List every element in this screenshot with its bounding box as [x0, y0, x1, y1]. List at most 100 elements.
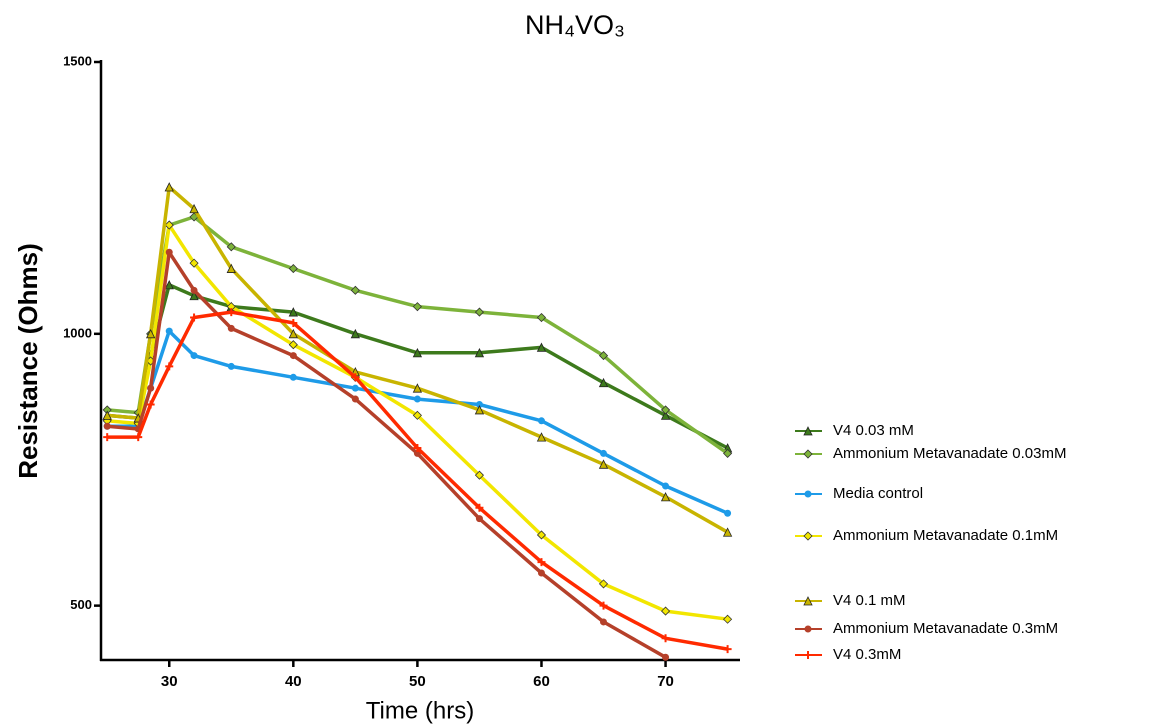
marker: [536, 432, 547, 442]
marker: [289, 373, 297, 381]
marker: [189, 203, 199, 214]
marker: [288, 328, 298, 339]
marker: [474, 307, 485, 317]
y-tick-label: 1500: [63, 53, 92, 68]
marker: [351, 395, 359, 403]
legend-label: V4 0.3mM: [833, 646, 901, 663]
marker: [722, 527, 733, 537]
marker: [164, 220, 174, 230]
marker: [134, 433, 143, 442]
series-line: [107, 310, 728, 651]
marker: [662, 653, 670, 661]
marker: [351, 384, 359, 392]
marker: [536, 342, 547, 352]
legend-marker: [804, 625, 812, 633]
marker: [723, 448, 733, 458]
marker: [537, 417, 545, 425]
marker: [598, 579, 609, 589]
marker: [350, 285, 360, 295]
marker: [537, 558, 546, 567]
marker: [474, 347, 485, 358]
marker: [165, 362, 174, 371]
legend-marker: [803, 449, 813, 459]
marker: [660, 410, 671, 420]
marker: [288, 340, 298, 350]
marker: [660, 492, 671, 502]
marker: [723, 614, 733, 624]
marker: [227, 308, 236, 317]
marker: [661, 634, 670, 643]
y-tick-label: 1000: [63, 325, 92, 340]
x-tick-label: 70: [657, 673, 674, 690]
marker: [226, 263, 236, 273]
series-line: [107, 329, 729, 515]
x-axis-title: Time (hrs): [366, 697, 474, 724]
marker: [288, 264, 298, 274]
marker: [598, 377, 609, 388]
legend-label: V4 0.1 mM: [833, 592, 906, 609]
marker: [164, 279, 174, 290]
marker: [537, 569, 545, 577]
marker: [103, 433, 112, 442]
legend-label: Ammonium Metavanadate 0.3mM: [833, 620, 1058, 637]
marker: [226, 242, 236, 252]
marker: [164, 182, 174, 192]
legend-label: Ammonium Metavanadate 0.03mM: [833, 445, 1066, 462]
marker: [600, 449, 608, 457]
marker: [599, 601, 608, 610]
legend-marker: [803, 596, 813, 606]
marker: [103, 422, 111, 430]
x-tick-label: 60: [533, 673, 550, 690]
marker: [145, 328, 156, 339]
marker: [474, 470, 485, 480]
marker: [600, 618, 608, 626]
marker: [536, 530, 547, 540]
marker: [598, 459, 609, 469]
marker: [475, 400, 483, 408]
marker: [227, 324, 235, 332]
marker: [351, 373, 360, 382]
marker: [165, 327, 173, 335]
marker: [190, 313, 199, 322]
marker: [660, 405, 671, 415]
marker: [598, 350, 609, 361]
marker: [474, 405, 485, 415]
marker: [412, 383, 423, 393]
marker: [724, 509, 732, 517]
legend-marker: [803, 531, 813, 541]
marker: [102, 410, 112, 420]
x-tick-label: 40: [285, 673, 302, 690]
marker: [289, 352, 297, 360]
marker: [165, 248, 173, 256]
legend-label: V4 0.03 mM: [833, 422, 914, 439]
marker: [413, 443, 422, 452]
marker: [146, 400, 155, 409]
marker: [189, 258, 199, 268]
marker: [189, 290, 199, 301]
legend-marker: [804, 651, 812, 659]
series-line: [107, 185, 729, 534]
legend-marker: [804, 490, 812, 498]
marker: [190, 352, 198, 360]
x-tick-label: 30: [161, 673, 178, 690]
marker: [413, 395, 421, 403]
marker: [350, 328, 361, 339]
marker: [412, 410, 422, 420]
marker: [723, 645, 732, 654]
marker: [289, 318, 298, 327]
marker: [227, 362, 235, 370]
legend-label: Ammonium Metavanadate 0.1mM: [833, 527, 1058, 544]
marker: [662, 482, 670, 490]
marker: [412, 302, 422, 312]
marker: [536, 312, 547, 323]
marker: [190, 286, 198, 294]
marker: [475, 515, 483, 523]
legend-label: Media control: [833, 485, 923, 502]
series-line: [107, 223, 728, 621]
legend-marker: [803, 426, 813, 436]
marker: [147, 384, 155, 392]
chart-title: NH₄VO₃: [525, 10, 625, 40]
marker: [475, 503, 484, 512]
y-tick-label: 500: [70, 597, 92, 612]
